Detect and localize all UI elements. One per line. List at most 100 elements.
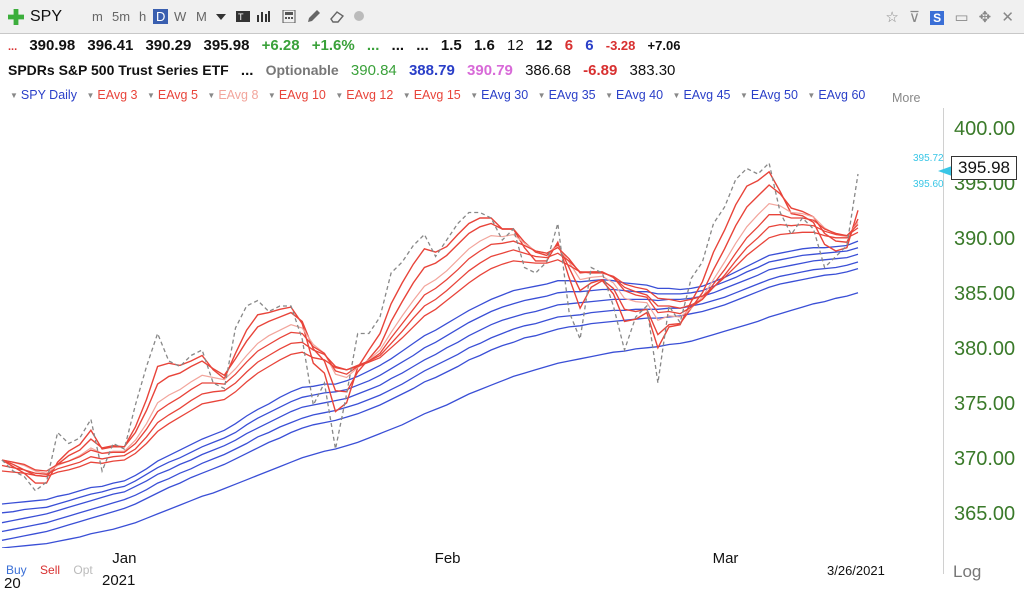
svg-text:T: T	[238, 12, 244, 22]
year-label: 2021	[102, 572, 136, 589]
quote-dots-1: ...	[366, 37, 380, 54]
quote-v3: 12	[506, 37, 524, 54]
legend-dropdown-icon: ▼	[402, 91, 411, 100]
y-tick-label: 400.00	[954, 118, 1016, 140]
pin-icon[interactable]: ⊽	[908, 9, 920, 26]
y-tick-label: 380.00	[954, 338, 1016, 360]
series-line-eavg-3	[1, 170, 859, 484]
partial-year-label: 20	[4, 575, 21, 592]
legend-dropdown-icon: ▼	[672, 91, 681, 100]
legend-label: EAvg 3	[97, 88, 138, 102]
calculator-icon[interactable]	[282, 10, 296, 23]
legend-label: EAvg 40	[616, 88, 664, 102]
y-tick-label: 370.00	[954, 448, 1016, 470]
quote-dots-3: ...	[416, 37, 429, 54]
log-scale-toggle[interactable]: Log	[953, 562, 982, 581]
bid-price-label: 395.72	[913, 153, 944, 164]
quote-line-1: ... 390.98 396.41 390.29 395.98 +6.28 +1…	[8, 37, 688, 54]
save-icon[interactable]: ▭	[954, 9, 969, 26]
legend-label: EAvg 12	[346, 88, 394, 102]
legend-dropdown-icon: ▼	[10, 91, 18, 100]
quote-v1: 1.5	[440, 37, 462, 54]
move-icon[interactable]: ✥	[978, 9, 992, 26]
legend-item-eavg-60[interactable]: ▼ EAvg 60	[807, 88, 865, 102]
timeframe-mo[interactable]: M	[196, 9, 207, 24]
quote-v4: 12	[535, 37, 553, 54]
sell-button[interactable]: Sell	[40, 563, 61, 577]
change-value: +6.28	[261, 37, 300, 54]
more-indicators-link[interactable]: More	[892, 91, 921, 105]
quote-v8: +7.06	[647, 38, 681, 53]
buy-button[interactable]: Buy	[6, 563, 27, 577]
legend-dropdown-icon: ▼	[739, 91, 748, 100]
legend-item-eavg-3[interactable]: ▼ EAvg 3	[86, 88, 137, 102]
series-line-eavg-8	[1, 203, 859, 474]
quote-dots-2: ...	[391, 37, 405, 54]
pencil-icon[interactable]	[306, 10, 320, 23]
last-price-box: 395.98	[951, 156, 1017, 180]
settings-dots-icon[interactable]	[352, 10, 366, 23]
optionable-label: Optionable	[265, 62, 339, 78]
bar-chart-icon[interactable]	[256, 10, 270, 23]
dropdown-icon[interactable]	[214, 10, 228, 23]
quote2-p1: 390.84	[350, 62, 397, 79]
timeframe-5m[interactable]: 5m	[112, 9, 131, 24]
timeframe-w[interactable]: W	[174, 9, 187, 24]
legend-label: EAvg 5	[157, 88, 198, 102]
legend-dropdown-icon: ▼	[807, 91, 816, 100]
legend-item-eavg-10[interactable]: ▼ EAvg 10	[268, 88, 326, 102]
high-price: 396.41	[87, 37, 134, 54]
quote2-p5: -6.89	[583, 62, 618, 79]
legend-label: EAvg 8	[218, 88, 259, 102]
ask-price-label: 395.60	[913, 179, 944, 190]
legend-dropdown-icon: ▼	[86, 91, 95, 100]
series-line-eavg-60	[1, 292, 859, 548]
legend-label: EAvg 45	[683, 88, 731, 102]
legend-item-eavg-40[interactable]: ▼ EAvg 40	[605, 88, 663, 102]
close-icon[interactable]: ✕	[1001, 9, 1014, 26]
quote2-p4: 386.68	[525, 62, 571, 79]
series-line-eavg-50	[1, 267, 859, 541]
timeframe-d[interactable]: D	[153, 9, 169, 24]
legend-item-eavg-5[interactable]: ▼ EAvg 5	[147, 88, 198, 102]
price-chart[interactable]	[0, 108, 944, 548]
eraser-icon[interactable]	[330, 10, 344, 23]
legend-item-eavg-15[interactable]: ▼ EAvg 15	[403, 88, 461, 102]
legend-dropdown-icon: ▼	[146, 91, 155, 100]
legend-dropdown-icon: ▼	[537, 91, 546, 100]
ticker-symbol[interactable]: SPY	[30, 8, 63, 25]
legend-label: EAvg 35	[548, 88, 596, 102]
legend-item-eavg-8[interactable]: ▼ EAvg 8	[207, 88, 258, 102]
text-tool-icon[interactable]: T	[236, 10, 250, 23]
star-icon[interactable]: ☆	[885, 9, 899, 26]
chart-area[interactable]	[0, 108, 944, 574]
opt-button[interactable]: Opt	[73, 563, 93, 577]
legend-dropdown-icon: ▼	[207, 91, 216, 100]
legend-label: EAvg 60	[818, 88, 866, 102]
legend-label: EAvg 15	[413, 88, 461, 102]
timeframe-h[interactable]: h	[139, 9, 147, 24]
timeframe-m[interactable]: m	[92, 9, 103, 24]
chart-toolbar: SPY m 5m h D W M T ☆ ⊽ S ▭ ✥ ✕	[0, 0, 1024, 34]
quote2-dots: ...	[240, 62, 254, 79]
legend-item-eavg-12[interactable]: ▼ EAvg 12	[335, 88, 393, 102]
toolbar-right-icons: ☆ ⊽ S ▭ ✥ ✕	[879, 8, 1014, 26]
y-tick-label: 365.00	[954, 503, 1016, 525]
legend-item-eavg-45[interactable]: ▼ EAvg 45	[673, 88, 731, 102]
series-line-eavg-5	[1, 184, 859, 478]
end-date-label: 3/26/2021	[827, 563, 885, 578]
legend-item-eavg-35[interactable]: ▼ EAvg 35	[538, 88, 596, 102]
close-price: 395.98	[203, 37, 250, 54]
legend-item-spy-daily[interactable]: ▼ SPY Daily	[10, 88, 77, 102]
legend-item-eavg-30[interactable]: ▼ EAvg 30	[470, 88, 528, 102]
security-name: SPDRs S&P 500 Trust Series ETF	[8, 62, 229, 78]
series-line-eavg-40	[1, 253, 859, 524]
y-tick-label: 390.00	[954, 228, 1016, 250]
indicator-legend: ▼ SPY Daily ▼ EAvg 3 ▼ EAvg 5 ▼ EAvg 8 ▼ EAvg…	[0, 88, 940, 108]
quote-prefix: ...	[8, 41, 18, 53]
add-symbol-icon[interactable]	[8, 9, 24, 25]
link-s-icon[interactable]: S	[930, 11, 945, 25]
legend-item-eavg-50[interactable]: ▼ EAvg 50	[740, 88, 798, 102]
low-price: 390.29	[145, 37, 192, 54]
quote-v5: 6	[564, 37, 574, 54]
